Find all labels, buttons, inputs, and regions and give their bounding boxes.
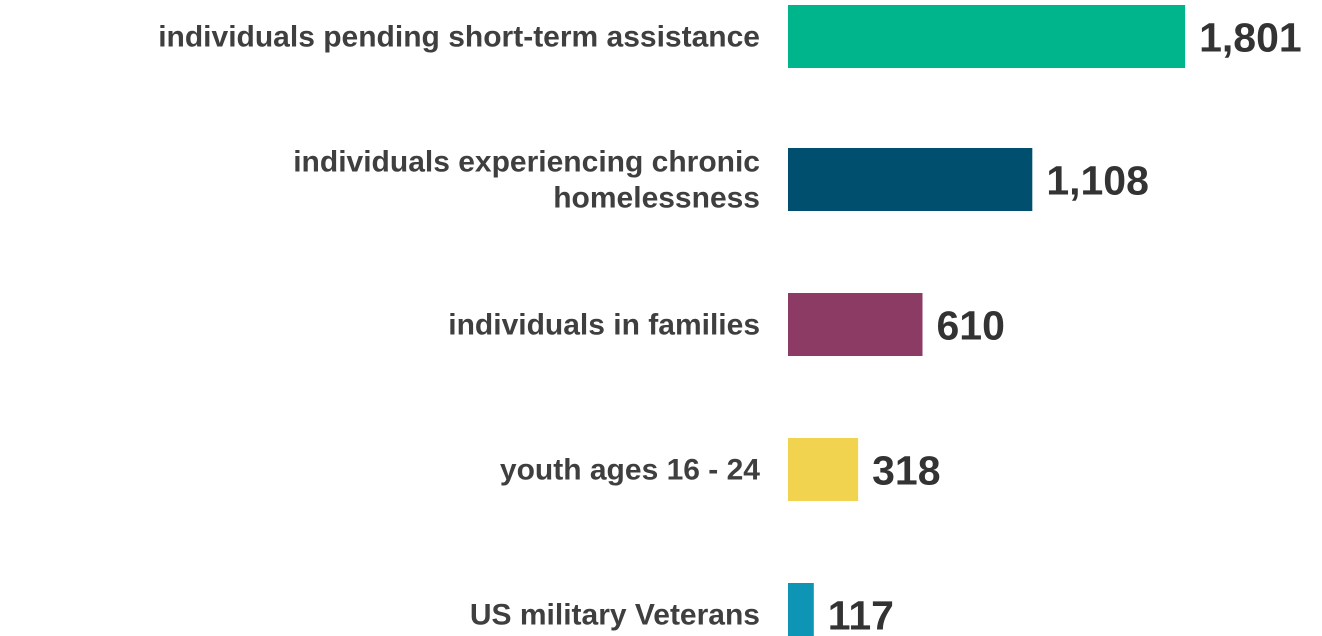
bar-row: individuals in families 610 — [448, 293, 1005, 356]
bars-layer: individuals pending short-term assistanc… — [158, 5, 1302, 636]
category-label: individuals pending short-term assistanc… — [158, 21, 760, 54]
category-label-line: individuals in families — [448, 309, 760, 342]
value-label: 1,108 — [1046, 158, 1149, 204]
value-label: 610 — [937, 303, 1005, 349]
category-label: individuals in families — [448, 309, 760, 342]
value-label: 117 — [828, 593, 894, 636]
bar-row: youth ages 16 - 24 318 — [500, 438, 941, 501]
category-label: individuals experiencing chronic homeless… — [293, 146, 760, 215]
category-label-line: US military Veterans — [470, 599, 760, 632]
bar — [788, 583, 814, 636]
bar — [788, 5, 1186, 68]
category-label: youth ages 16 - 24 — [500, 454, 760, 487]
category-label-line: youth ages 16 - 24 — [500, 454, 760, 487]
category-label-line: individuals pending short-term assistanc… — [158, 21, 760, 54]
category-label: US military Veterans — [470, 599, 760, 632]
bar — [788, 148, 1033, 211]
value-label: 1,801 — [1199, 15, 1302, 61]
bar — [788, 438, 859, 501]
bar — [788, 293, 923, 356]
category-label-line: individuals experiencing chronic — [293, 146, 760, 179]
value-label: 318 — [872, 448, 940, 494]
bar-row: individuals pending short-term assistanc… — [158, 5, 1302, 68]
bar-row: US military Veterans 117 — [470, 583, 894, 636]
category-label-line: homelessness — [553, 182, 760, 215]
bar-row: individuals experiencing chronic homeless… — [293, 146, 1149, 215]
